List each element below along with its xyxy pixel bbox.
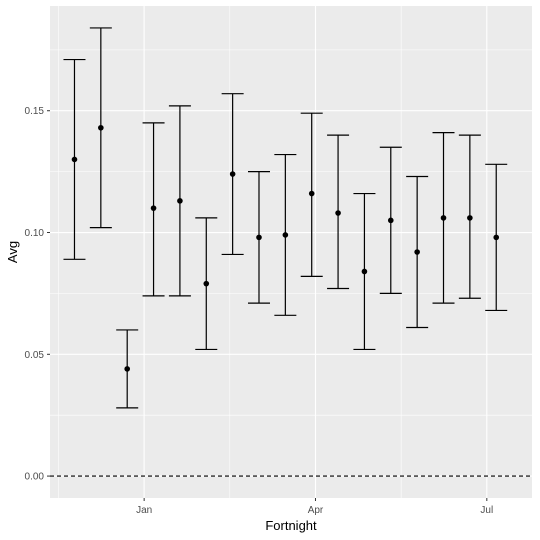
data-point xyxy=(282,232,289,238)
y-tick-label: 0.00 xyxy=(25,472,45,483)
x-tick-label: Jul xyxy=(480,505,493,516)
x-tick-label: Jan xyxy=(136,505,152,516)
minor-gridlines xyxy=(50,6,532,498)
data-point xyxy=(203,280,210,287)
y-axis-ticks: 0.00 0.05 0.10 0.15 xyxy=(25,106,50,483)
x-axis-title: Fortnight xyxy=(265,518,317,533)
data-point xyxy=(414,249,420,255)
y-axis-title: Avg xyxy=(5,241,20,263)
data-point xyxy=(335,210,341,216)
y-tick-label: 0.10 xyxy=(25,228,45,239)
data-point xyxy=(98,124,104,131)
data-point xyxy=(150,205,157,211)
data-point xyxy=(467,215,473,221)
x-tick-label: Apr xyxy=(308,505,324,516)
plot-panel xyxy=(50,6,532,498)
data-point xyxy=(361,268,368,275)
x-axis-ticks: Jan Apr Jul xyxy=(136,498,493,516)
data-point xyxy=(256,234,262,241)
data-points xyxy=(71,124,500,372)
data-point xyxy=(493,234,500,241)
y-tick-label: 0.15 xyxy=(25,106,45,117)
y-tick-label: 0.05 xyxy=(25,350,45,361)
data-point xyxy=(308,190,315,197)
data-point xyxy=(71,156,78,163)
data-point xyxy=(229,171,236,177)
data-point xyxy=(124,366,130,372)
data-point xyxy=(387,217,394,224)
data-point xyxy=(177,198,183,204)
data-point xyxy=(440,215,447,221)
